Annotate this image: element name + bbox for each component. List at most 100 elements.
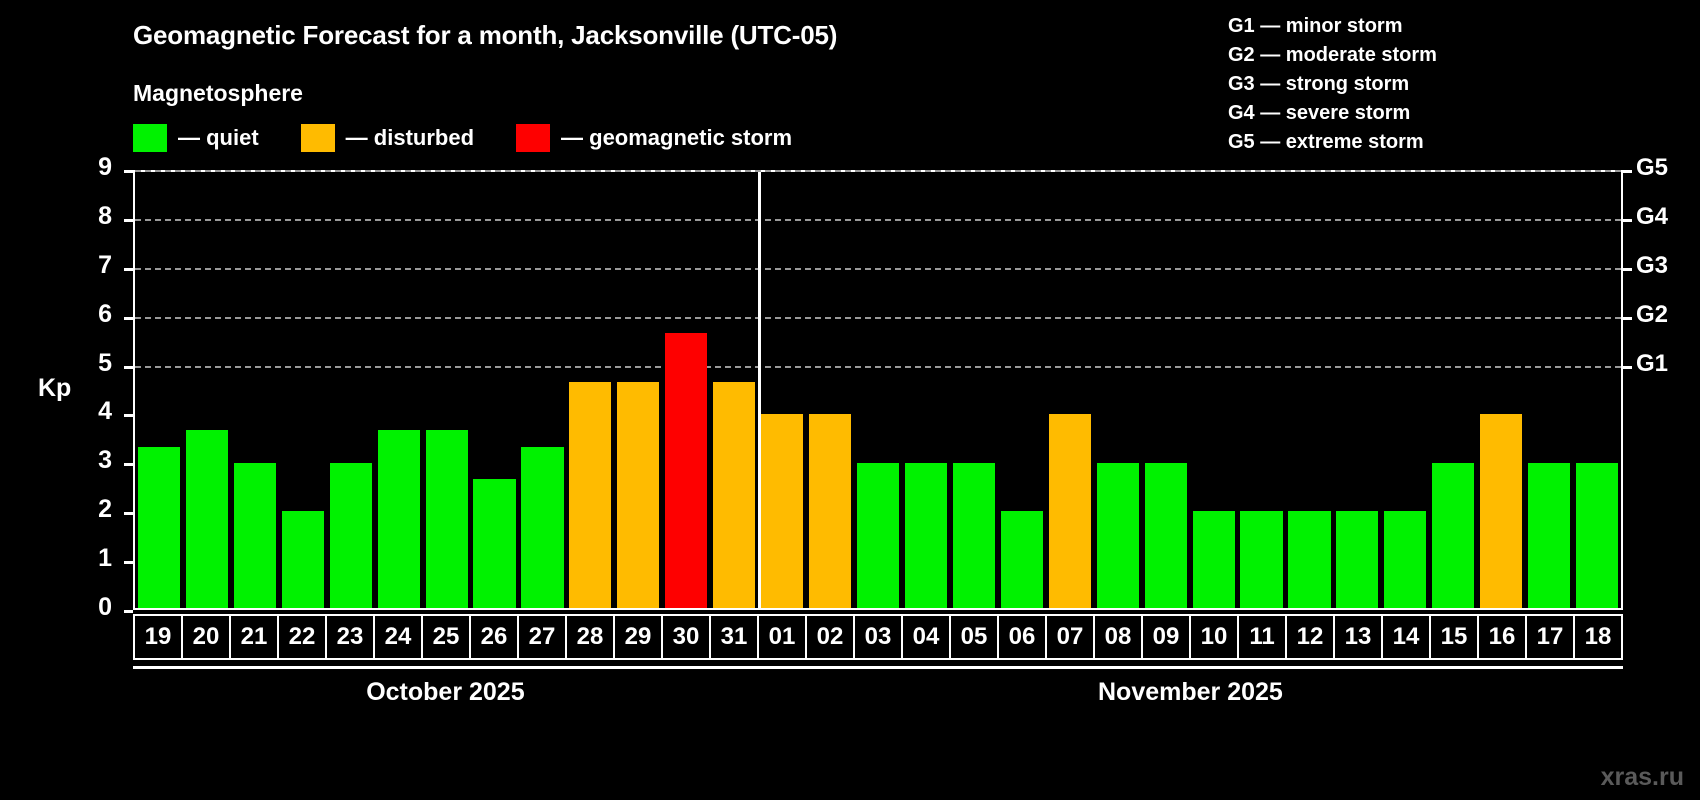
bar-cell[interactable] <box>183 172 231 608</box>
day-axis-cell[interactable]: 03 <box>853 614 903 660</box>
day-axis-cell[interactable]: 26 <box>469 614 519 660</box>
day-axis-cell[interactable]: 29 <box>613 614 663 660</box>
bar-cell[interactable] <box>519 172 567 608</box>
bar[interactable] <box>137 446 181 608</box>
day-axis-cell[interactable]: 15 <box>1429 614 1479 660</box>
day-axis-cell[interactable]: 07 <box>1045 614 1095 660</box>
bar[interactable] <box>1048 414 1091 608</box>
day-axis-cell[interactable]: 17 <box>1525 614 1575 660</box>
day-axis-cell[interactable]: 31 <box>709 614 759 660</box>
day-axis-cell[interactable]: 21 <box>229 614 279 660</box>
day-axis-cell[interactable]: 18 <box>1573 614 1623 660</box>
day-axis-cell[interactable]: 20 <box>181 614 231 660</box>
day-axis-cell[interactable]: 14 <box>1381 614 1431 660</box>
bar-cell[interactable] <box>806 172 854 608</box>
bar-cell[interactable] <box>1381 172 1429 608</box>
day-axis-cell[interactable]: 13 <box>1333 614 1383 660</box>
day-axis-cell[interactable]: 23 <box>325 614 375 660</box>
bar-cell[interactable] <box>423 172 471 608</box>
bar[interactable] <box>473 478 516 608</box>
bar[interactable] <box>1144 462 1187 608</box>
day-axis-cell[interactable]: 16 <box>1477 614 1527 660</box>
day-axis-cell[interactable]: 30 <box>661 614 711 660</box>
bar-cell[interactable] <box>231 172 279 608</box>
day-axis-cell[interactable]: 04 <box>901 614 951 660</box>
bar-cell[interactable] <box>1333 172 1381 608</box>
day-axis-cell[interactable]: 01 <box>757 614 807 660</box>
day-axis-cell[interactable]: 09 <box>1141 614 1191 660</box>
day-axis-cell[interactable]: 06 <box>997 614 1047 660</box>
bar[interactable] <box>377 430 420 608</box>
bar[interactable] <box>1240 511 1283 608</box>
axis-baseline <box>133 666 1623 669</box>
bar[interactable] <box>281 511 324 608</box>
day-axis-cell[interactable]: 25 <box>421 614 471 660</box>
bar[interactable] <box>617 381 660 608</box>
bar[interactable] <box>713 381 756 608</box>
bar-cell[interactable] <box>1286 172 1334 608</box>
bar[interactable] <box>1096 462 1139 608</box>
bar[interactable] <box>952 462 995 608</box>
bar[interactable] <box>185 430 228 608</box>
bar[interactable] <box>1000 511 1043 608</box>
bar-cell[interactable] <box>1477 172 1525 608</box>
bar-cell[interactable] <box>1238 172 1286 608</box>
day-axis-cell[interactable]: 22 <box>277 614 327 660</box>
bar[interactable] <box>809 414 852 608</box>
bar[interactable] <box>1432 462 1475 608</box>
day-axis-cell[interactable]: 28 <box>565 614 615 660</box>
day-axis-cell[interactable]: 11 <box>1237 614 1287 660</box>
bar-cell[interactable] <box>998 172 1046 608</box>
bar[interactable] <box>1480 414 1523 608</box>
bar[interactable] <box>329 462 372 608</box>
bar-cell[interactable] <box>135 172 183 608</box>
bar[interactable] <box>761 414 804 608</box>
bar-cell[interactable] <box>758 172 806 608</box>
bar[interactable] <box>521 446 564 608</box>
bar[interactable] <box>1288 511 1331 608</box>
bar-cell[interactable] <box>327 172 375 608</box>
day-axis-cell[interactable]: 24 <box>373 614 423 660</box>
bar[interactable] <box>425 430 468 608</box>
bar-cell[interactable] <box>614 172 662 608</box>
bar[interactable] <box>1192 511 1235 608</box>
day-axis-cell[interactable]: 12 <box>1285 614 1335 660</box>
bar[interactable] <box>665 333 708 608</box>
bar[interactable] <box>1528 462 1571 608</box>
bar-cell[interactable] <box>1190 172 1238 608</box>
bar-cell[interactable] <box>1429 172 1477 608</box>
day-axis-cell[interactable]: 10 <box>1189 614 1239 660</box>
bar-cell[interactable] <box>1142 172 1190 608</box>
bar[interactable] <box>569 381 612 608</box>
y-axis-tick-label: 3 <box>98 446 112 475</box>
bar-cell[interactable] <box>375 172 423 608</box>
bar-cell[interactable] <box>902 172 950 608</box>
y-axis-tick <box>124 267 133 271</box>
day-axis-cell[interactable]: 05 <box>949 614 999 660</box>
bar-cell[interactable] <box>279 172 327 608</box>
g-axis-tick-label: G4 <box>1636 202 1669 230</box>
bar-cell[interactable] <box>710 172 758 608</box>
bar-cell[interactable] <box>471 172 519 608</box>
day-axis-cell[interactable]: 19 <box>133 614 183 660</box>
y-axis-tick-label: 9 <box>98 153 112 181</box>
bar[interactable] <box>233 462 276 608</box>
bar-cell[interactable] <box>1573 172 1621 608</box>
bar-cell[interactable] <box>950 172 998 608</box>
bar[interactable] <box>1384 511 1427 608</box>
bar-cell[interactable] <box>1525 172 1573 608</box>
day-axis-cell[interactable]: 02 <box>805 614 855 660</box>
bar[interactable] <box>856 462 900 608</box>
bar-cell[interactable] <box>662 172 710 608</box>
bar-cell[interactable] <box>854 172 902 608</box>
day-axis-cell[interactable]: 08 <box>1093 614 1143 660</box>
bar-cell[interactable] <box>1046 172 1094 608</box>
bar[interactable] <box>1576 462 1619 608</box>
legend-swatch <box>516 124 551 152</box>
bar[interactable] <box>904 462 948 608</box>
day-axis-cell[interactable]: 27 <box>517 614 567 660</box>
bar-cell[interactable] <box>566 172 614 608</box>
bar[interactable] <box>1336 511 1379 608</box>
bar-cell[interactable] <box>1094 172 1142 608</box>
